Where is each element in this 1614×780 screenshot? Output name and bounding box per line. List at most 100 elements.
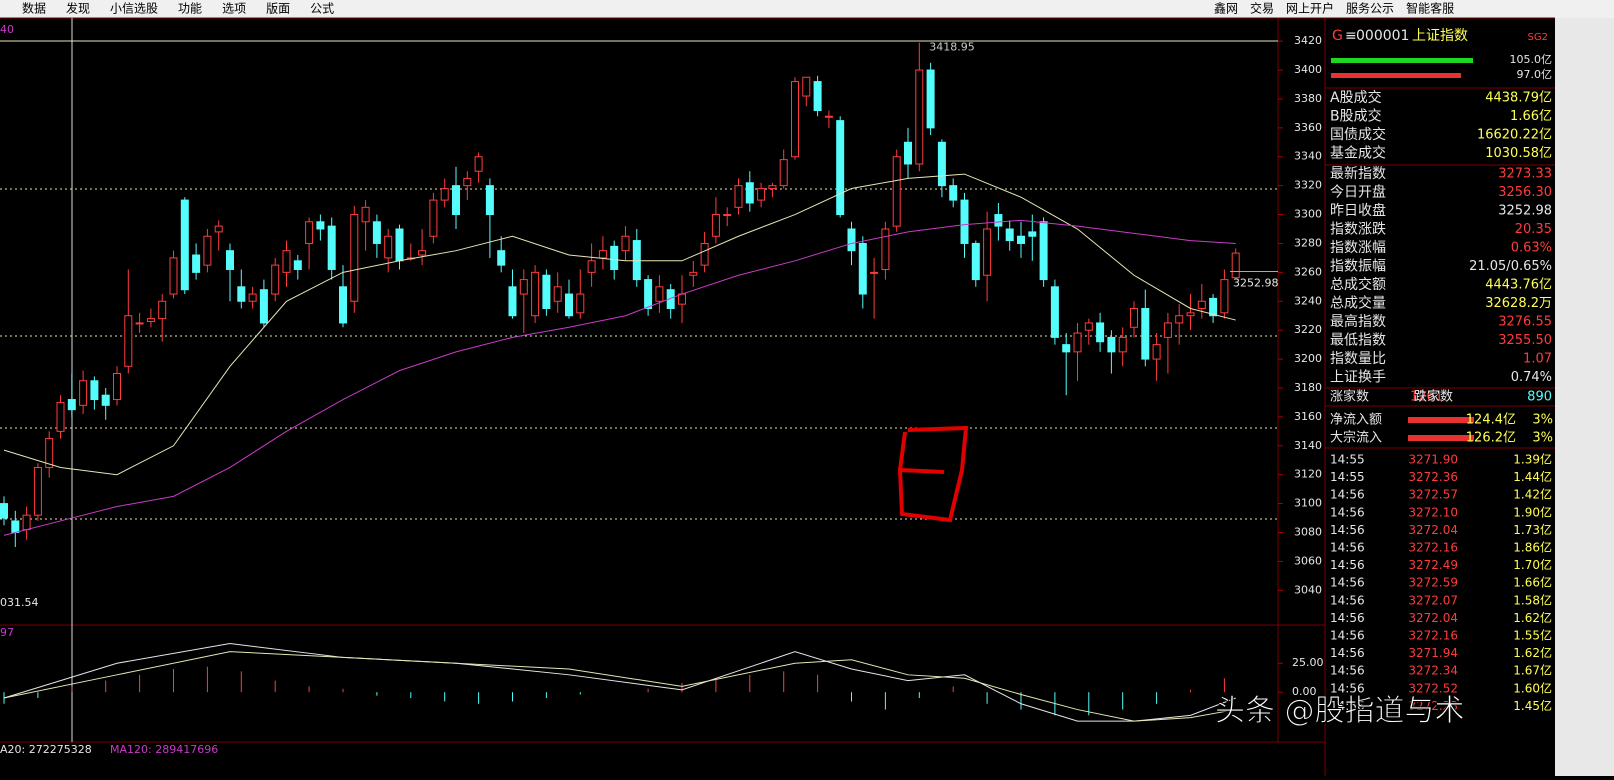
tick-price: 3272.16 [1408,629,1458,643]
tick-time: 14:56 [1330,541,1365,555]
candle-body [452,185,460,216]
footer-label: MA120: 289417696 [110,743,218,756]
tick-price: 3271.94 [1408,646,1458,660]
candle-body [79,380,88,406]
candle-body [1062,344,1071,353]
candle-body [418,250,427,256]
menu-item[interactable]: 版面 [266,2,290,16]
breadth: 涨家数 [1330,389,1369,405]
row-value: 4438.79亿 [1485,91,1552,106]
candle-body [700,242,709,266]
candle-body [689,271,698,276]
candle-body [1141,307,1150,360]
candle-body [45,438,54,468]
row-label: 基金成交 [1330,145,1386,162]
candle-body [915,69,924,165]
edge-label: 031.54 [0,596,39,609]
row-label: B股成交 [1330,108,1382,125]
y-tick-label: 3120 [1294,468,1322,481]
candle-body [734,185,743,208]
candle-body [1028,231,1037,237]
menu-item[interactable]: 鑫网 [1214,1,1238,16]
candle-body [339,286,347,324]
side-strip [1555,18,1614,776]
menu-item[interactable]: 网上开户 [1286,1,1334,16]
candle-body [531,271,540,317]
candle-body [949,185,958,201]
candle-body [1039,221,1048,281]
tick-price: 3272.57 [1408,488,1458,502]
candle-body [214,225,223,233]
y-tick-label: 3080 [1294,526,1322,539]
macd-line [3,651,1236,722]
candle-body [576,293,585,314]
edge-label: 97 [0,626,14,639]
candle-body [632,240,641,281]
bar-label: 97.0亿 [1517,68,1553,81]
candle-body [994,214,1003,227]
tick-time: 14:56 [1330,488,1365,502]
candle-body [960,199,969,244]
bar [1331,58,1473,63]
menu-item[interactable]: 智能客服 [1406,1,1454,16]
candle-body [248,293,257,302]
candle-body [666,289,675,309]
row-label: 最高指数 [1330,313,1386,330]
candle-body [203,235,212,266]
tick-volume: 1.45亿 [1513,698,1552,713]
menu-item[interactable]: 功能 [178,2,202,16]
menu-item[interactable]: 交易 [1250,1,1274,16]
candle-body [881,228,890,270]
menu-item[interactable]: 小信选股 [110,2,158,16]
menu-item[interactable]: 公式 [310,2,334,16]
candle-body [485,185,494,216]
tick-time: 14:56 [1330,576,1365,590]
menu-item[interactable]: 服务公示 [1346,1,1394,16]
candle-body [926,69,935,129]
row-label: 最新指数 [1330,166,1386,182]
tick-volume: 1.62亿 [1513,645,1552,660]
candle-body [1017,235,1025,244]
candle-body [1220,279,1229,314]
candle-body [440,188,449,201]
candle-body [858,242,867,295]
candle-body [22,514,31,531]
candle-body [1163,322,1172,338]
row-value: 3252.98 [1498,204,1552,219]
menu-item[interactable]: 数据 [22,1,46,16]
candle-body [327,225,336,270]
candle-body [1209,297,1218,317]
tick-time: 14:56 [1330,505,1365,519]
row-value: 0.74% [1511,370,1552,385]
tick-volume: 1.90亿 [1513,504,1552,519]
row-value: 20.35 [1515,222,1552,237]
y-tick-label: 3200 [1294,352,1322,365]
tick-price: 3272.16 [1408,541,1458,555]
candle-body [711,214,720,237]
flow-label: 净流入额 [1330,413,1382,428]
y-tick-label: 3300 [1294,208,1322,221]
menu-item[interactable]: 选项 [222,2,246,16]
tick-volume: 1.86亿 [1513,540,1552,555]
flow-bar [1408,435,1474,441]
flow-label: 大宗流入 [1330,430,1382,446]
candle-body [565,293,573,317]
bar [1331,73,1461,78]
tick-volume: 1.42亿 [1513,487,1552,502]
candle-body [282,250,291,273]
last-label: 3252.98 [1233,277,1279,290]
candle-body [892,156,901,227]
menu-item[interactable]: 发现 [66,1,90,16]
tick-time: 14:56 [1330,699,1365,713]
candle-body [1152,344,1161,360]
tick-volume: 1.60亿 [1513,680,1552,695]
tick-price: 3271.90 [1408,453,1458,467]
candle-body [1118,336,1127,353]
y-tick-label: 0.00 [1292,685,1317,698]
quote-head: 000001 [1356,28,1409,44]
row-value: 1.07 [1523,352,1552,367]
y-tick-label: 3060 [1294,554,1322,567]
tick-time: 14:55 [1330,470,1365,484]
flow-bar [1408,417,1474,423]
